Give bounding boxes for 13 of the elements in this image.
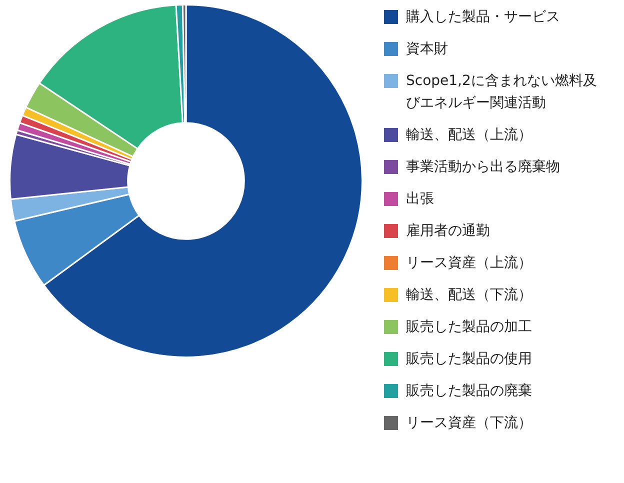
- legend-label: 販売した製品の廃棄: [406, 382, 532, 401]
- legend-label: 出張: [406, 190, 434, 209]
- legend-label: 販売した製品の使用: [406, 350, 532, 369]
- legend-label: Scope1,2に含まれない燃料及びエネルギー関連活動: [406, 72, 598, 113]
- legend-label: リース資産（下流）: [406, 414, 532, 433]
- legend-label: 輸送、配送（下流）: [406, 286, 532, 305]
- legend-label: 雇用者の通勤: [406, 222, 490, 241]
- legend-label: 事業活動から出る廃棄物: [406, 158, 560, 177]
- legend-label: 購入した製品・サービス: [406, 8, 560, 27]
- legend-label: リース資産（上流）: [406, 254, 532, 273]
- legend-label: 販売した製品の加工: [406, 318, 532, 337]
- legend-label: 輸送、配送（上流）: [406, 126, 532, 145]
- legend-label: 資本財: [406, 40, 448, 59]
